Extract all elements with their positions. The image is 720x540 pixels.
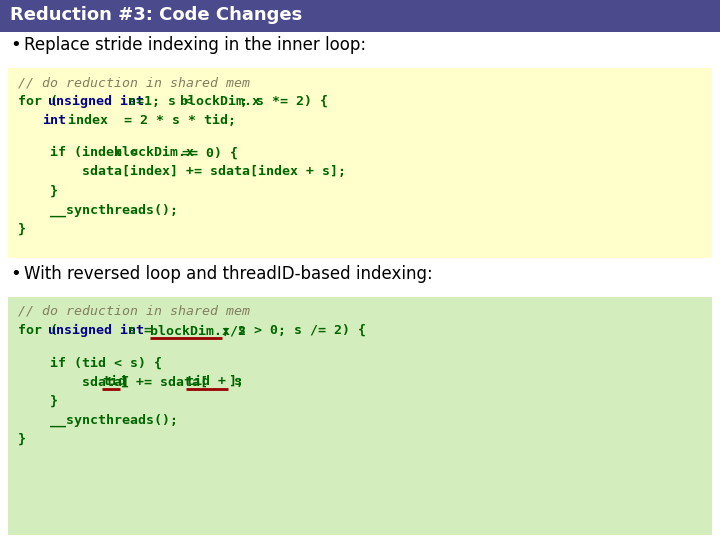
Text: s=1; s <: s=1; s < — [120, 95, 200, 108]
Text: blockDim.x: blockDim.x — [180, 95, 260, 108]
Text: ; s *= 2) {: ; s *= 2) { — [240, 95, 328, 108]
Text: tid: tid — [102, 375, 126, 388]
Text: index  = 2 * s * tid;: index = 2 * s * tid; — [60, 114, 236, 127]
Text: tid + s: tid + s — [186, 375, 242, 388]
Text: __syncthreads();: __syncthreads(); — [18, 413, 178, 427]
Text: unsigned int: unsigned int — [48, 324, 144, 337]
Text: blockDim.x/2: blockDim.x/2 — [150, 324, 246, 337]
Text: •: • — [10, 36, 21, 54]
Text: •: • — [10, 265, 21, 283]
Text: __syncthreads();: __syncthreads(); — [18, 203, 178, 217]
Text: s =: s = — [120, 324, 160, 337]
Bar — [0, 0, 720, 32]
Text: With reversed loop and threadID-based indexing:: With reversed loop and threadID-based in… — [24, 265, 433, 283]
Text: }: } — [18, 222, 34, 235]
Text: ] += sdata[: ] += sdata[ — [120, 375, 208, 388]
Text: for (: for ( — [18, 324, 58, 337]
Text: }: } — [18, 394, 58, 407]
Text: // do reduction in shared mem: // do reduction in shared mem — [18, 305, 250, 318]
Text: if (index <: if (index < — [18, 146, 146, 159]
Bar — [8, 68, 712, 258]
Text: == 0) {: == 0) { — [174, 146, 238, 159]
Text: }: } — [18, 184, 58, 197]
Text: unsigned int: unsigned int — [48, 95, 144, 108]
Text: if (tid < s) {: if (tid < s) { — [18, 356, 162, 369]
Text: Reduction #3: Code Changes: Reduction #3: Code Changes — [10, 6, 302, 24]
Text: // do reduction in shared mem: // do reduction in shared mem — [18, 76, 250, 89]
Text: blockDim.x: blockDim.x — [114, 146, 194, 159]
Text: int: int — [42, 114, 66, 127]
Text: ];: ]; — [228, 375, 244, 388]
Text: for (: for ( — [18, 95, 58, 108]
Text: ; s > 0; s /= 2) {: ; s > 0; s /= 2) { — [222, 324, 366, 337]
Text: sdata[index] += sdata[index + s];: sdata[index] += sdata[index + s]; — [18, 165, 346, 178]
Text: }: } — [18, 433, 34, 446]
Text: sdata[: sdata[ — [18, 375, 130, 388]
Bar — [8, 297, 712, 535]
Text: Replace stride indexing in the inner loop:: Replace stride indexing in the inner loo… — [24, 36, 366, 54]
